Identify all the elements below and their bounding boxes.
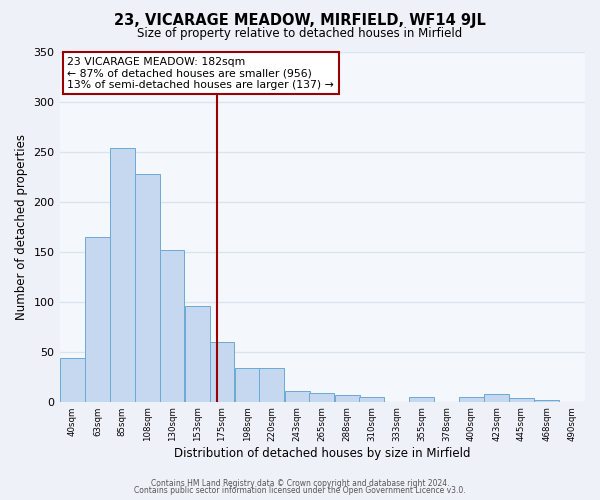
Bar: [185, 306, 210, 402]
Text: Contains public sector information licensed under the Open Government Licence v3: Contains public sector information licen…: [134, 486, 466, 495]
Bar: [135, 174, 160, 402]
Bar: [359, 396, 384, 402]
Bar: [235, 368, 260, 402]
Bar: [85, 236, 110, 402]
Bar: [310, 392, 334, 402]
Bar: [459, 396, 484, 402]
Bar: [509, 398, 533, 402]
Bar: [209, 342, 235, 402]
Bar: [285, 390, 310, 402]
Bar: [160, 250, 184, 402]
Bar: [535, 400, 559, 402]
Bar: [259, 368, 284, 402]
Text: Size of property relative to detached houses in Mirfield: Size of property relative to detached ho…: [137, 28, 463, 40]
Text: Contains HM Land Registry data © Crown copyright and database right 2024.: Contains HM Land Registry data © Crown c…: [151, 478, 449, 488]
Bar: [484, 394, 509, 402]
Bar: [60, 358, 85, 402]
Y-axis label: Number of detached properties: Number of detached properties: [15, 134, 28, 320]
X-axis label: Distribution of detached houses by size in Mirfield: Distribution of detached houses by size …: [174, 447, 470, 460]
Bar: [409, 396, 434, 402]
Bar: [110, 148, 134, 402]
Bar: [335, 394, 359, 402]
Text: 23 VICARAGE MEADOW: 182sqm
← 87% of detached houses are smaller (956)
13% of sem: 23 VICARAGE MEADOW: 182sqm ← 87% of deta…: [67, 57, 334, 90]
Text: 23, VICARAGE MEADOW, MIRFIELD, WF14 9JL: 23, VICARAGE MEADOW, MIRFIELD, WF14 9JL: [114, 12, 486, 28]
